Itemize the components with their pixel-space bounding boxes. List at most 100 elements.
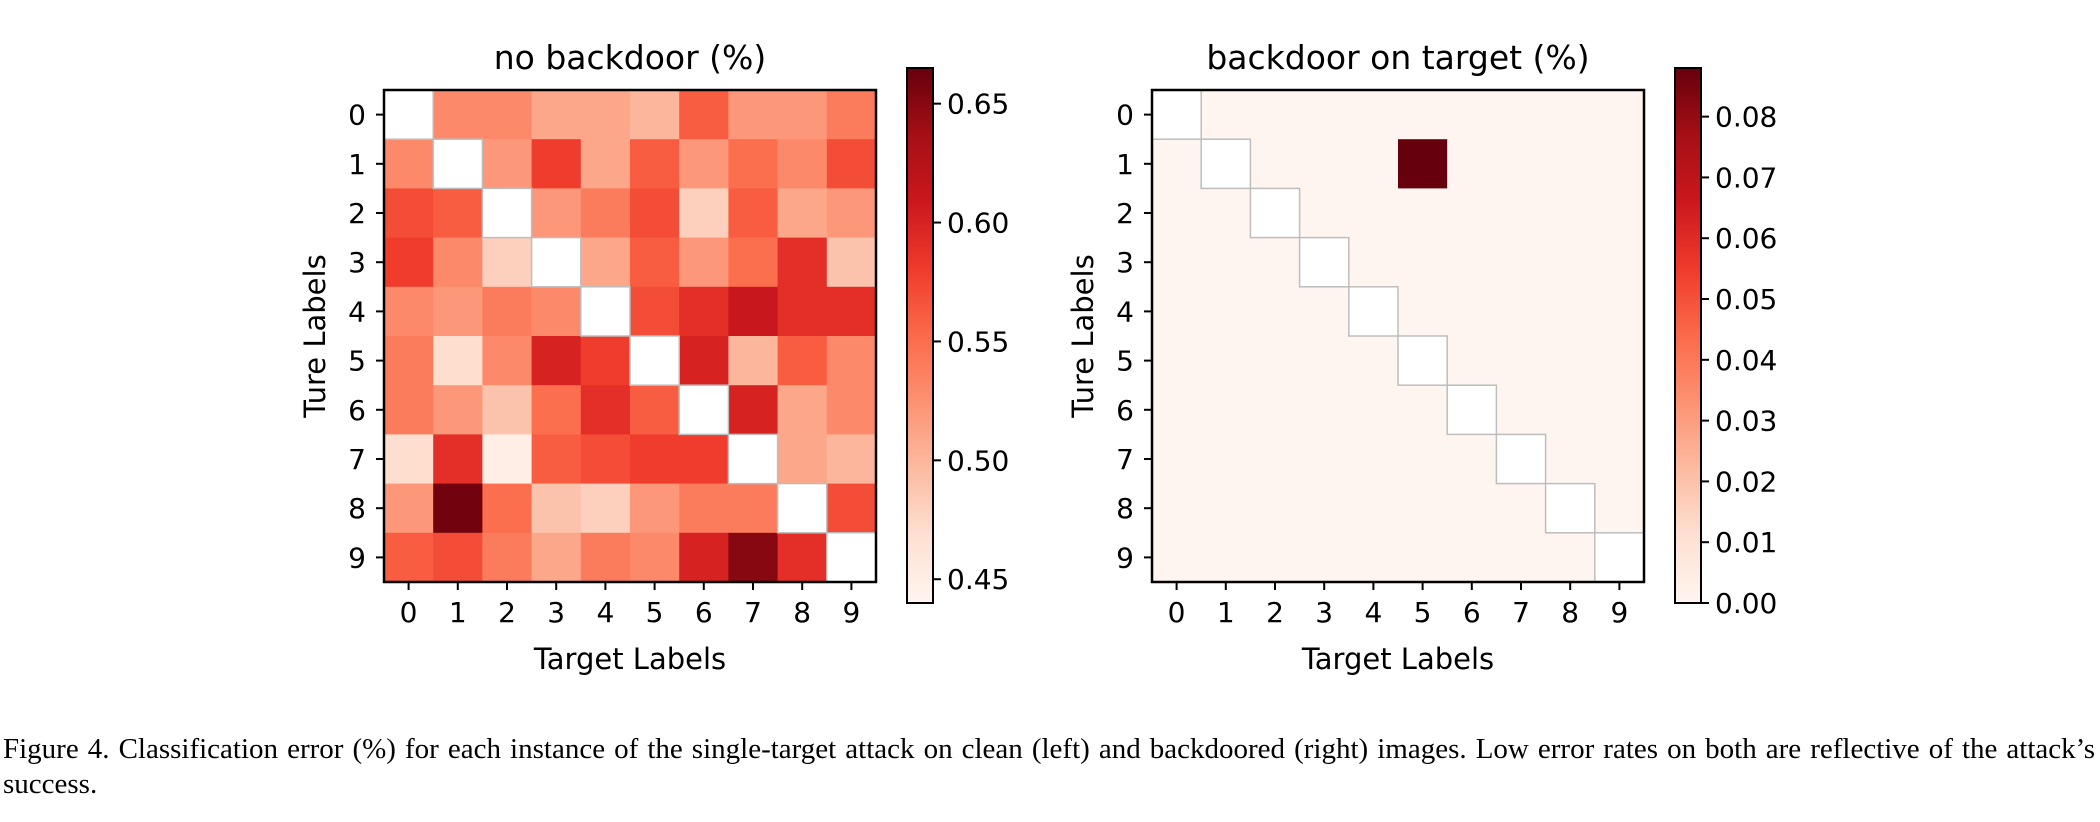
heatmap-cell — [531, 237, 582, 288]
heatmap-cell — [728, 286, 778, 337]
y-tick-label: 3 — [1116, 246, 1134, 279]
heatmap-cell — [728, 336, 778, 386]
x-tick-label: 0 — [400, 596, 418, 629]
heatmap-cell — [1299, 336, 1350, 386]
diagonal-cell-outline — [629, 335, 680, 386]
heatmap-cell — [728, 483, 778, 534]
heatmap-cell — [777, 336, 828, 386]
heatmap-cell — [580, 385, 631, 435]
heatmap-cell — [1250, 237, 1300, 288]
colorbar-tick-label: 0.03 — [1715, 405, 1777, 438]
heatmap-cell — [1348, 139, 1399, 189]
heatmap-cells — [1151, 89, 1645, 583]
y-tick-label: 9 — [1116, 541, 1134, 574]
chart-title: no backdoor (%) — [494, 38, 767, 77]
heatmap-cell — [679, 237, 729, 288]
x-tick-label: 1 — [1217, 596, 1235, 629]
heatmap-cell — [1496, 139, 1546, 189]
heatmap-cell — [1152, 237, 1202, 288]
heatmap-cell — [728, 237, 778, 288]
heatmap-cell — [482, 483, 532, 534]
heatmap-cell — [433, 139, 483, 189]
heatmap-cell — [1348, 385, 1399, 435]
heatmap-cell — [826, 286, 877, 337]
y-tick-label: 8 — [348, 492, 366, 525]
colorbar-ticks: 0.00 0.01 0.02 0.03 0.04 0.05 0.06 0.07 0.08 — [1701, 101, 1777, 620]
y-tick-label: 7 — [1116, 443, 1134, 476]
heatmap-cell — [1398, 385, 1448, 435]
heatmap-cell — [1299, 286, 1350, 337]
heatmap-cell — [630, 286, 680, 337]
heatmap-cell — [777, 139, 828, 189]
heatmap-cell — [482, 90, 532, 140]
y-tick-label: 2 — [348, 197, 366, 230]
heatmap-cell — [1398, 237, 1448, 288]
heatmap-cell — [630, 385, 680, 435]
diagonal-cell-outline — [1348, 286, 1399, 337]
heatmap-cell — [482, 434, 532, 484]
heatmap-cell — [679, 286, 729, 337]
diagonal-cell-outline — [481, 187, 533, 239]
colorbar-tick-label: 0.45 — [947, 563, 1009, 596]
heatmap-cell — [1496, 188, 1546, 238]
heatmap-cell — [630, 532, 680, 583]
heatmap-cell — [1152, 139, 1202, 189]
colorbar — [906, 67, 934, 604]
x-tick-label: 9 — [842, 596, 860, 629]
colorbar-tick-label: 0.08 — [1715, 101, 1777, 134]
heatmap-cell — [1496, 336, 1546, 386]
heatmap-cell — [1447, 139, 1497, 189]
colorbar-tick-label: 0.00 — [1715, 587, 1777, 620]
y-tick-label: 1 — [348, 148, 366, 181]
heatmap-cell — [679, 336, 729, 386]
heatmap-cell — [1447, 188, 1497, 238]
heatmap-cell — [1545, 434, 1596, 484]
heatmap-cell — [826, 237, 877, 288]
heatmap-cell — [482, 139, 532, 189]
heatmap-cell — [679, 139, 729, 189]
heatmap-cell — [679, 483, 729, 534]
heatmap-cell — [433, 188, 483, 238]
heatmap-cell — [1594, 483, 1645, 534]
heatmap-cell — [580, 90, 631, 140]
colorbar — [1674, 67, 1702, 604]
diagonal-cell-outline — [776, 482, 828, 534]
heatmap-cell — [728, 385, 778, 435]
heatmap-cell — [433, 90, 483, 140]
figure-caption: Figure 4. Classification error (%) for e… — [3, 733, 2095, 800]
heatmap-cell — [1594, 286, 1645, 337]
heatmap-cell — [1594, 385, 1645, 435]
diagonal-cell-outline — [1544, 482, 1596, 534]
heatmap-cell — [826, 188, 877, 238]
heatmap-cells — [383, 89, 877, 583]
heatmap-cell — [1348, 90, 1399, 140]
heatmap-cell — [1398, 434, 1448, 484]
colorbar-tick-label: 0.50 — [947, 444, 1009, 477]
y-axis-ticks: 0 1 2 3 4 5 6 7 8 9 — [348, 99, 384, 574]
heatmap-cell — [826, 434, 877, 484]
heatmap-cell — [1201, 90, 1251, 140]
heatmap-cell — [531, 139, 582, 189]
heatmap-cell — [1250, 90, 1300, 140]
heatmap-cell — [630, 434, 680, 484]
diagonal-cell-outline — [432, 138, 484, 190]
heatmap-cell — [1201, 385, 1251, 435]
heatmap-cell — [1398, 336, 1448, 386]
colorbar-tick-label: 0.01 — [1715, 526, 1777, 559]
heatmap-cell — [433, 434, 483, 484]
heatmap-cell — [531, 532, 582, 583]
heatmap-cell — [1496, 237, 1546, 288]
heatmap-cell — [1299, 90, 1350, 140]
heatmap-cell — [826, 483, 877, 534]
heatmap-cell — [580, 483, 631, 534]
y-tick-label: 8 — [1116, 492, 1134, 525]
heatmap-cell — [1545, 336, 1596, 386]
heatmap-cell — [1299, 188, 1350, 238]
heatmap-cell — [1201, 139, 1251, 189]
x-axis-label: Target Labels — [533, 642, 726, 676]
heatmap-cell — [1594, 139, 1645, 189]
colorbar-tick-label: 0.07 — [1715, 161, 1777, 194]
